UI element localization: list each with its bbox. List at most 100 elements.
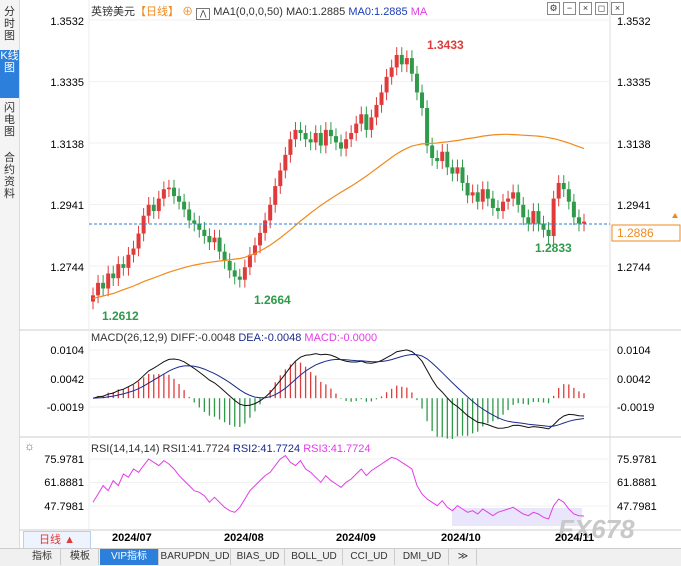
candle-body [278, 170, 283, 187]
candle-body [136, 233, 141, 249]
ma50-line [92, 133, 585, 300]
macd-tick-left: -0.0019 [47, 402, 84, 414]
candle-body [258, 232, 263, 246]
candle-body [571, 201, 576, 218]
candle-body [349, 133, 354, 140]
price-tick-left: 1.3138 [50, 139, 84, 151]
rsi-tick-left: 75.9781 [44, 454, 84, 466]
candle-body [116, 264, 121, 279]
low-annotation-nov: 1.2833 [535, 241, 572, 255]
candle-body [394, 54, 399, 68]
ma-tag: MA [410, 6, 428, 18]
candle-body [146, 204, 151, 216]
tab-barupdn[interactable]: BARUPDN_UD [160, 549, 231, 565]
candle-body [339, 142, 344, 149]
rsi-settings-icon[interactable]: ☼ [24, 439, 35, 453]
candle-body [526, 217, 531, 224]
tab-flash-chart[interactable]: 闪电图 [4, 102, 15, 138]
macd-tick-right: -0.0019 [617, 402, 654, 414]
settings-icon[interactable]: ⚙ [547, 2, 560, 15]
low-annotation-jul: 1.2612 [102, 309, 139, 323]
macd-grid [89, 349, 610, 408]
left-price-axis: 1.3532 1.3335 1.3138 1.2941 1.2744 [50, 16, 84, 274]
price-tick-right: 1.2744 [617, 262, 651, 274]
add-indicator-icon[interactable]: ⊕ [182, 6, 194, 18]
tab-bias[interactable]: BIAS_UD [232, 549, 285, 565]
candle-body [166, 187, 171, 190]
rsi-highlight-zone [452, 508, 582, 526]
close-icon-2[interactable]: × [611, 2, 624, 15]
candle-body [323, 129, 328, 146]
candle-body [96, 282, 101, 296]
candle-body [556, 182, 561, 199]
candle-body [359, 114, 364, 124]
candle-body [207, 236, 212, 243]
candle-body [247, 254, 252, 268]
candle-body [420, 92, 425, 109]
panel-toolbar: ⚙ − × ◻ × [547, 2, 677, 16]
candle-body [121, 264, 126, 268]
rsi-tick-right: 61.8881 [617, 477, 657, 489]
candle-body [541, 223, 546, 230]
tab-contract-info[interactable]: 合约资料 [4, 152, 15, 200]
candle-body [288, 139, 293, 155]
macd-label: MACD(26,12,9) [91, 332, 168, 344]
rsi-axis: 75.9781 61.8881 47.7981 75.9781 61.8881 … [44, 454, 657, 513]
tab-boll[interactable]: BOLL_UD [286, 549, 343, 565]
tab-cci[interactable]: CCI_UD [344, 549, 395, 565]
candle-body [409, 58, 414, 74]
candle-body [546, 229, 551, 237]
rsi-line [92, 454, 585, 520]
macd-diff: DIFF:-0.0048 [170, 332, 236, 344]
close-icon[interactable]: × [579, 2, 592, 15]
date-tick: 2024/10 [441, 532, 481, 544]
minus-icon[interactable]: − [563, 2, 576, 15]
candle-body [399, 54, 404, 65]
candle-body [536, 211, 541, 224]
tab-time-chart[interactable]: 分时图 [4, 6, 15, 42]
candle-body [485, 189, 490, 199]
candle-body [293, 129, 298, 140]
tab-kline-chart[interactable]: K线图 [0, 50, 19, 98]
rsi3-value: RSI3:41.7724 [303, 443, 371, 455]
chart-area[interactable]: 1.2886 1.3532 1.3335 1.3138 1.2941 1.274… [0, 0, 681, 548]
candle-body [156, 198, 161, 212]
candle-body [237, 276, 242, 280]
period-selector[interactable]: 日线 ▲ [23, 531, 91, 549]
candle-body [177, 196, 182, 202]
candle-body [516, 192, 521, 205]
candle-body [364, 114, 369, 130]
tab-more[interactable]: ≫ [450, 549, 477, 565]
candle-body [303, 133, 308, 140]
restore-icon[interactable]: ◻ [595, 2, 608, 15]
tab-indicators[interactable]: 指标 [24, 549, 61, 565]
tab-dmi[interactable]: DMI_UD [396, 549, 449, 565]
candle-body [495, 207, 500, 212]
candle-body [521, 204, 526, 218]
candle-body [490, 198, 495, 208]
price-tick-right: 1.3138 [617, 139, 651, 151]
candle-body [111, 273, 116, 279]
candle-body [197, 223, 202, 230]
candle-body [171, 187, 176, 197]
price-legend: 英镑美元【日线】 ⊕ ⋀ MA1(0,0,0,50) MA0:1.2885 MA… [91, 3, 427, 20]
candle-body [202, 229, 207, 237]
candle-body [379, 92, 384, 105]
tab-vip-indicators[interactable]: VIP指标 [100, 549, 159, 565]
date-axis: 2024/07 2024/08 2024/09 2024/10 2024/11 [112, 532, 594, 544]
macd-tick-left: 0.0042 [50, 374, 84, 386]
current-price-label: 1.2886 [617, 226, 654, 240]
price-tick-left: 1.2744 [50, 262, 84, 274]
candle-body [344, 139, 349, 149]
macd-tick-right: 0.0042 [617, 374, 651, 386]
candle-body [131, 248, 136, 255]
macd-legend: MACD(26,12,9) DIFF:-0.0048 DEA:-0.0048 M… [91, 332, 377, 344]
current-price-box [611, 224, 681, 242]
tab-templates[interactable]: 模板 [62, 549, 99, 565]
candle-body [354, 123, 359, 134]
right-price-axis: 1.3532 1.3335 1.3138 1.2941 1.2744 [617, 16, 651, 274]
chart-type-icon[interactable]: ⋀ [196, 8, 211, 20]
left-tab-bar: 分时图 K线图 闪电图 合约资料 [0, 0, 20, 548]
rsi-grid [89, 458, 610, 507]
candle-body [470, 192, 475, 196]
